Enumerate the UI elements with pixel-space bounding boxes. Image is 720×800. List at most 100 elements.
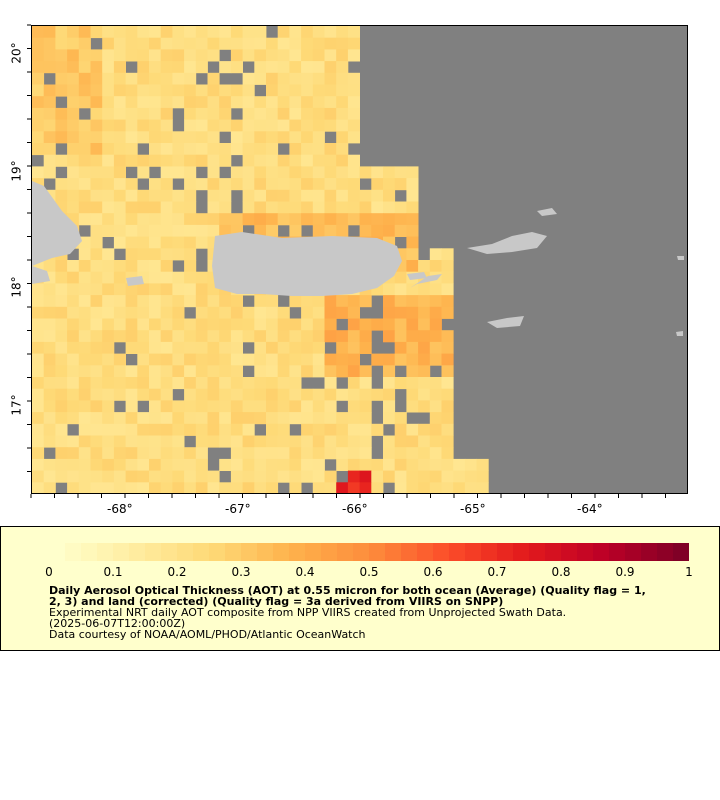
aot-cell (102, 178, 115, 191)
aot-cell (184, 119, 197, 132)
aot-cell (312, 166, 325, 179)
aot-cell (125, 248, 138, 261)
aot-cell (125, 49, 138, 62)
aot-cell (43, 306, 56, 319)
aot-cell (254, 224, 267, 237)
aot-cell (32, 470, 45, 483)
aot-cell (90, 423, 103, 436)
aot-cell (125, 447, 138, 460)
aot-cell (172, 283, 185, 296)
aot-cell (113, 482, 126, 493)
colorbar-tick-label: 0.1 (103, 565, 123, 579)
aot-cell (149, 49, 162, 62)
aot-cell (289, 178, 302, 191)
aot-cell (137, 236, 150, 249)
aot-cell (90, 131, 103, 144)
aot-cell (113, 330, 126, 343)
aot-cell (324, 107, 337, 120)
aot-cell (277, 423, 290, 436)
aot-cell (55, 365, 68, 378)
aot-cell (184, 26, 197, 39)
colorbar-tick-label: 0.3 (231, 565, 251, 579)
aot-cell (324, 423, 337, 436)
aot-cell (429, 248, 442, 261)
aot-cell (184, 131, 197, 144)
aot-cell (336, 353, 349, 366)
aot-cell (429, 306, 442, 319)
aot-cell (301, 423, 314, 436)
aot-cell (277, 458, 290, 471)
aot-cell (406, 447, 419, 460)
aot-cell (359, 213, 372, 226)
aot-cell (43, 154, 56, 167)
aot-cell (113, 154, 126, 167)
aot-cell (394, 435, 407, 448)
aot-cell (43, 107, 56, 120)
aot-cell (78, 143, 91, 156)
aot-cell (55, 271, 68, 284)
aot-cell (406, 318, 419, 331)
aot-cell (113, 49, 126, 62)
aot-cell (90, 248, 103, 261)
colorbar-step (209, 543, 226, 561)
aot-cell (160, 377, 173, 390)
aot-cell (383, 400, 396, 413)
aot-cell (55, 37, 68, 50)
aot-cell (301, 470, 314, 483)
aot-cell (32, 458, 45, 471)
aot-cell (172, 84, 185, 97)
aot-cell (78, 365, 91, 378)
aot-cell (219, 330, 232, 343)
colorbar-step (273, 543, 290, 561)
aot-cell (347, 154, 360, 167)
aot-cell (90, 189, 103, 202)
aot-cell (266, 224, 279, 237)
aot-cell (125, 400, 138, 413)
aot-cell (67, 143, 80, 156)
aot-cell (394, 295, 407, 308)
aot-cell (254, 458, 267, 471)
aot-cell (160, 107, 173, 120)
aot-cell (289, 330, 302, 343)
mona-island (126, 276, 144, 286)
aot-cell (78, 131, 91, 144)
aot-cell (184, 154, 197, 167)
aot-cell (418, 283, 431, 296)
aot-cell (254, 131, 267, 144)
aot-cell (43, 84, 56, 97)
aot-cell (102, 271, 115, 284)
aot-cell (184, 377, 197, 390)
aot-cell (184, 330, 197, 343)
aot-cell (90, 213, 103, 226)
aot-cell (301, 72, 314, 85)
aot-cell (312, 306, 325, 319)
aot-cell (371, 189, 384, 202)
aot-cell (102, 458, 115, 471)
aot-cell (172, 37, 185, 50)
aot-cell (266, 295, 279, 308)
aot-cell (137, 341, 150, 354)
vieques (410, 274, 442, 288)
aot-cell (90, 271, 103, 284)
aot-cell (207, 49, 220, 62)
aot-cell (219, 306, 232, 319)
aot-cell (371, 482, 384, 493)
aot-cell (184, 365, 197, 378)
aot-cell (230, 166, 243, 179)
aot-cell (312, 400, 325, 413)
aot-cell (195, 482, 208, 493)
aot-cell (55, 447, 68, 460)
aot-cell (207, 119, 220, 132)
aot-cell (32, 306, 45, 319)
colorbar-step (385, 543, 402, 561)
aot-cell (137, 447, 150, 460)
aot-cell (160, 295, 173, 308)
aot-cell (254, 72, 267, 85)
aot-cell (406, 213, 419, 226)
aot-cell (277, 107, 290, 120)
aot-cell (230, 49, 243, 62)
aot-cell (219, 119, 232, 132)
aot-cell (125, 377, 138, 390)
aot-cell (406, 283, 419, 296)
aot-cell (359, 224, 372, 237)
